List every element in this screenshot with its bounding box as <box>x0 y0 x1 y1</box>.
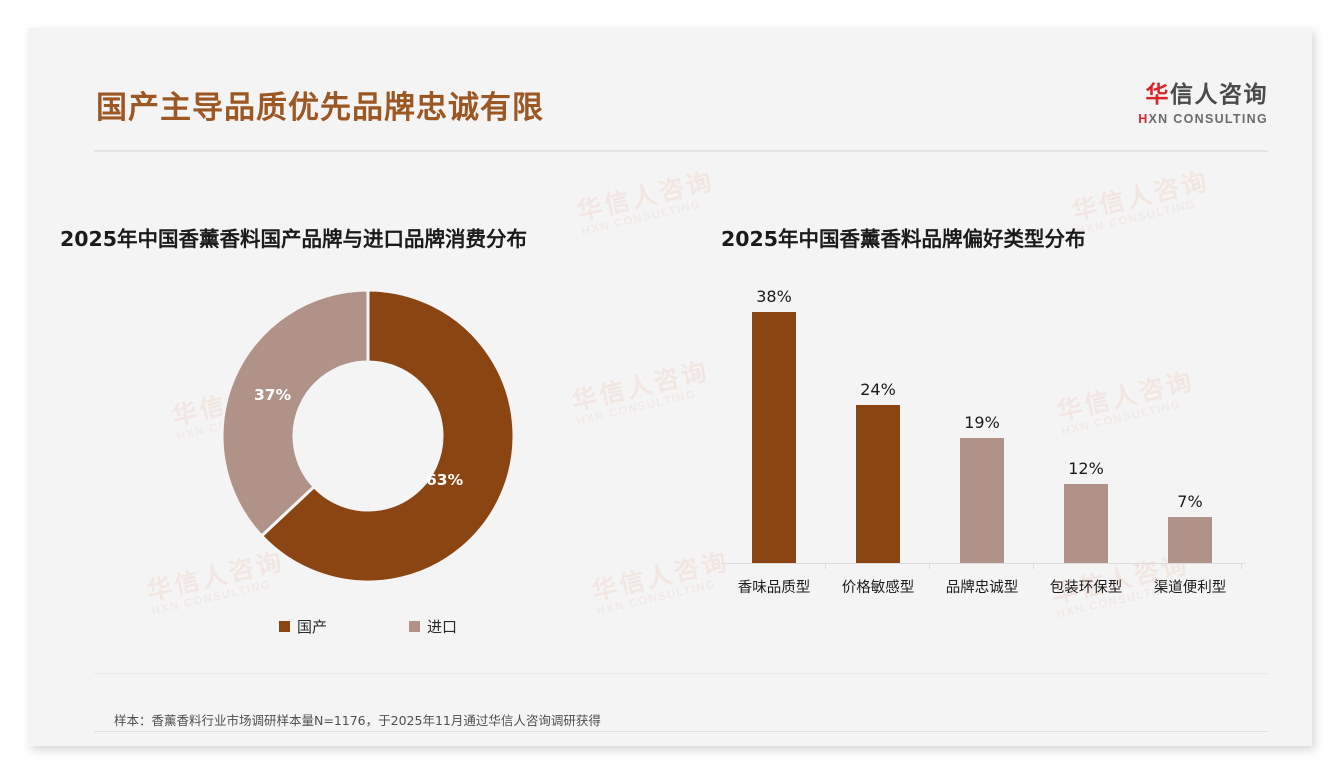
bar-column: 7% <box>1139 286 1241 563</box>
watermark: 华信人咨询 HXN CONSULTING <box>588 542 735 618</box>
website-link[interactable]: www.hxrcon.com <box>1174 745 1268 747</box>
legend-swatch-icon <box>409 621 420 632</box>
watermark-en: HXN CONSULTING <box>580 198 703 238</box>
copyright-text: ©2026.1 HXR华信人咨询 <box>94 742 249 746</box>
donut-slice-进口[interactable] <box>220 288 370 539</box>
legend-item-guochan[interactable]: 国产 <box>278 616 327 637</box>
bar-column: 12% <box>1035 286 1137 563</box>
page-title: 国产主导品质优先品牌忠诚有限 <box>96 90 544 126</box>
bar-axis-line <box>721 563 1245 564</box>
legend-item-jinkou[interactable]: 进口 <box>409 616 457 637</box>
watermark: 华信人咨询 HXN CONSULTING <box>573 162 720 238</box>
bar-chart: 38% 24% 19% 12% 7% 香味品质型 价格敏感型 品牌忠诚型 包装环保型 渠道便利型 <box>721 286 1251 606</box>
bar-value-label: 19% <box>964 412 1000 432</box>
slide-header: 国产主导品质优先品牌忠诚有限 华信人咨询 HXN CONSULTING <box>28 28 1312 127</box>
bar-value-label: 7% <box>1177 491 1203 511</box>
watermark-en: HXN CONSULTING <box>1075 198 1198 238</box>
right-chart-title: 2025年中国香薰香料品牌偏好类型分布 <box>721 227 1086 251</box>
watermark: 华信人咨询 HXN CONSULTING <box>1068 162 1215 238</box>
legend-label: 进口 <box>427 618 458 636</box>
bar-plot-area: 38% 24% 19% 12% 7% <box>721 286 1251 563</box>
legend-label: 国产 <box>296 618 327 636</box>
axis-tick <box>825 563 826 569</box>
bar-品牌忠诚型[interactable] <box>960 437 1004 563</box>
logo-cn-rest: 信人咨询 <box>1170 82 1268 108</box>
donut-chart <box>218 286 518 586</box>
bar-香味品质型[interactable] <box>752 312 796 563</box>
company-logo: 华信人咨询 HXN CONSULTING <box>1138 84 1268 126</box>
logo-en-rest: XN CONSULTING <box>1148 112 1268 126</box>
header-divider <box>94 150 1268 152</box>
logo-en-accent: H <box>1138 112 1149 126</box>
bar-value-label: 24% <box>860 379 896 399</box>
footer-divider <box>94 731 1268 732</box>
watermark-cn: 华信人咨询 <box>569 356 713 417</box>
donut-slice-国产[interactable] <box>259 288 516 584</box>
footnote-divider <box>94 673 1268 674</box>
bar-column: 24% <box>827 286 929 563</box>
slide-canvas: 华信人咨询 HXN CONSULTING 华信人咨询 HXN CONSULTIN… <box>28 28 1312 746</box>
donut-slice-label-guochan: 63% <box>426 471 464 489</box>
logo-cn-accent: 华 <box>1145 82 1170 108</box>
bar-category-label: 香味品质型 <box>737 580 811 596</box>
logo-en-text: HXN CONSULTING <box>1138 113 1268 126</box>
bar-category-label: 价格敏感型 <box>841 580 915 596</box>
bar-column: 19% <box>931 286 1033 563</box>
legend-swatch-icon <box>278 621 290 632</box>
bar-价格敏感型[interactable] <box>856 404 900 563</box>
watermark-cn: 华信人咨询 <box>574 166 718 227</box>
watermark: 华信人咨询 HXN CONSULTING <box>568 352 715 428</box>
bar-包装环保型[interactable] <box>1064 483 1108 563</box>
watermark-en: HXN CONSULTING <box>595 578 718 618</box>
bar-column: 38% <box>723 286 825 563</box>
axis-tick <box>929 563 930 569</box>
bar-category-label: 包装环保型 <box>1049 580 1123 596</box>
bar-value-label: 38% <box>756 287 792 307</box>
watermark-cn: 华信人咨询 <box>589 546 733 607</box>
axis-tick <box>1033 563 1034 569</box>
bar-value-label: 12% <box>1068 458 1104 478</box>
watermark-en: HXN CONSULTING <box>575 388 698 428</box>
left-chart-title: 2025年中国香薰香料国产品牌与进口品牌消费分布 <box>60 227 528 251</box>
bar-渠道便利型[interactable] <box>1168 516 1212 563</box>
logo-cn-text: 华信人咨询 <box>1138 84 1268 107</box>
donut-chart-svg <box>220 288 516 584</box>
slide-footer: ©2026.1 HXR华信人咨询 www.hxrcon.com <box>94 742 1268 747</box>
donut-legend: 国产 进口 <box>218 616 518 637</box>
footnote-text: 样本：香薰香料行业市场调研样本量N=1176，于2025年11月通过华信人咨询调… <box>114 713 601 728</box>
donut-slice-label-jinkou: 37% <box>254 386 292 404</box>
bar-category-label: 品牌忠诚型 <box>945 580 1019 596</box>
bar-category-label: 渠道便利型 <box>1153 580 1227 596</box>
watermark-cn: 华信人咨询 <box>1069 166 1213 227</box>
axis-tick <box>1137 563 1138 569</box>
axis-tick <box>1241 563 1242 569</box>
